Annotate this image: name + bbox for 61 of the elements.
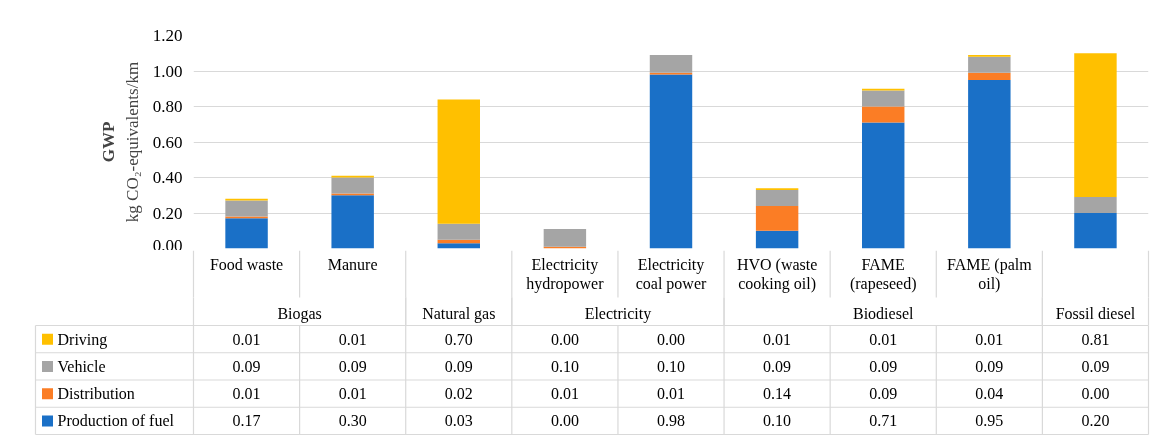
data-label: 0.09 — [232, 357, 261, 375]
x-tick-label: FAME (palm oil) — [947, 256, 1033, 293]
text: Natural gas — [422, 305, 496, 323]
y-tick-label: 0.40 — [152, 168, 183, 187]
x-tick-label: HVO (waste cooking oil) — [736, 256, 818, 293]
data-label: 0.01 — [232, 385, 261, 403]
data-label: 0.10 — [763, 412, 792, 430]
text: Biogas — [277, 305, 322, 323]
data-label: 0.10 — [550, 357, 579, 375]
data-label: 0.01 — [232, 330, 261, 348]
legend-label: Vehicle — [57, 357, 106, 375]
data-label: 0.98 — [657, 412, 685, 430]
data-label: 0.14 — [763, 385, 792, 403]
legend-label: Driving — [57, 330, 108, 349]
data-label: 0.09 — [763, 357, 792, 375]
data-label: 0.20 — [1081, 412, 1110, 430]
x-tick-label: Electricity coal power — [635, 256, 707, 293]
data-label: 0.09 — [869, 385, 898, 403]
legend-label: Distribution — [57, 385, 135, 403]
x-tick-label: FAME (rapeseed) — [849, 256, 917, 293]
data-label: 0.01 — [975, 330, 1004, 348]
data-label: 0.70 — [444, 330, 473, 348]
data-label: 0.03 — [444, 412, 473, 430]
data-label: 0.09 — [1081, 357, 1110, 375]
x-tick-label: Food waste — [209, 256, 284, 273]
y-axis-title: kg CO₂-equivalents/km — [122, 61, 142, 223]
text: Fossil diesel — [1055, 305, 1136, 322]
data-label: 0.00 — [1081, 385, 1110, 403]
y-tick-label: 1.00 — [152, 61, 183, 81]
y-tick-label: 0.20 — [152, 203, 183, 223]
text: Biodiesel — [853, 305, 914, 322]
legend-label: Production of fuel — [57, 412, 175, 430]
x-tick-label: Manure — [327, 256, 378, 273]
data-label: 0.95 — [975, 412, 1004, 430]
data-label: 0.00 — [550, 330, 579, 348]
data-label: 0.00 — [550, 412, 579, 430]
data-label: 0.09 — [869, 357, 898, 375]
data-label: 0.09 — [444, 357, 473, 375]
data-label: 0.30 — [338, 412, 367, 430]
data-label: 0.01 — [869, 330, 898, 348]
data-label: 0.01 — [550, 385, 579, 403]
data-label: 0.04 — [975, 385, 1004, 403]
data-label: 0.01 — [338, 330, 367, 348]
data-label: 0.17 — [232, 412, 261, 430]
x-tick-label: Electricity hydropower — [526, 256, 605, 293]
data-label: 0.01 — [763, 330, 792, 348]
data-label: 0.01 — [657, 385, 685, 403]
y-tick-label: 0.00 — [152, 235, 183, 255]
data-label: 0.09 — [338, 357, 367, 375]
data-label: 0.02 — [444, 385, 473, 403]
data-label: 0.01 — [338, 385, 367, 403]
y-tick-label: 0.80 — [152, 97, 183, 116]
text: GWP — [98, 121, 118, 163]
data-label: 0.10 — [657, 357, 685, 375]
data-label: 0.71 — [869, 412, 898, 430]
data-label: 0.09 — [975, 357, 1004, 375]
y-tick-label: 0.60 — [152, 132, 183, 152]
text: Electricity — [584, 305, 652, 323]
data-label: 0.81 — [1081, 330, 1110, 348]
y-tick-label: 1.20 — [152, 26, 183, 45]
data-label: 0.00 — [657, 330, 685, 348]
